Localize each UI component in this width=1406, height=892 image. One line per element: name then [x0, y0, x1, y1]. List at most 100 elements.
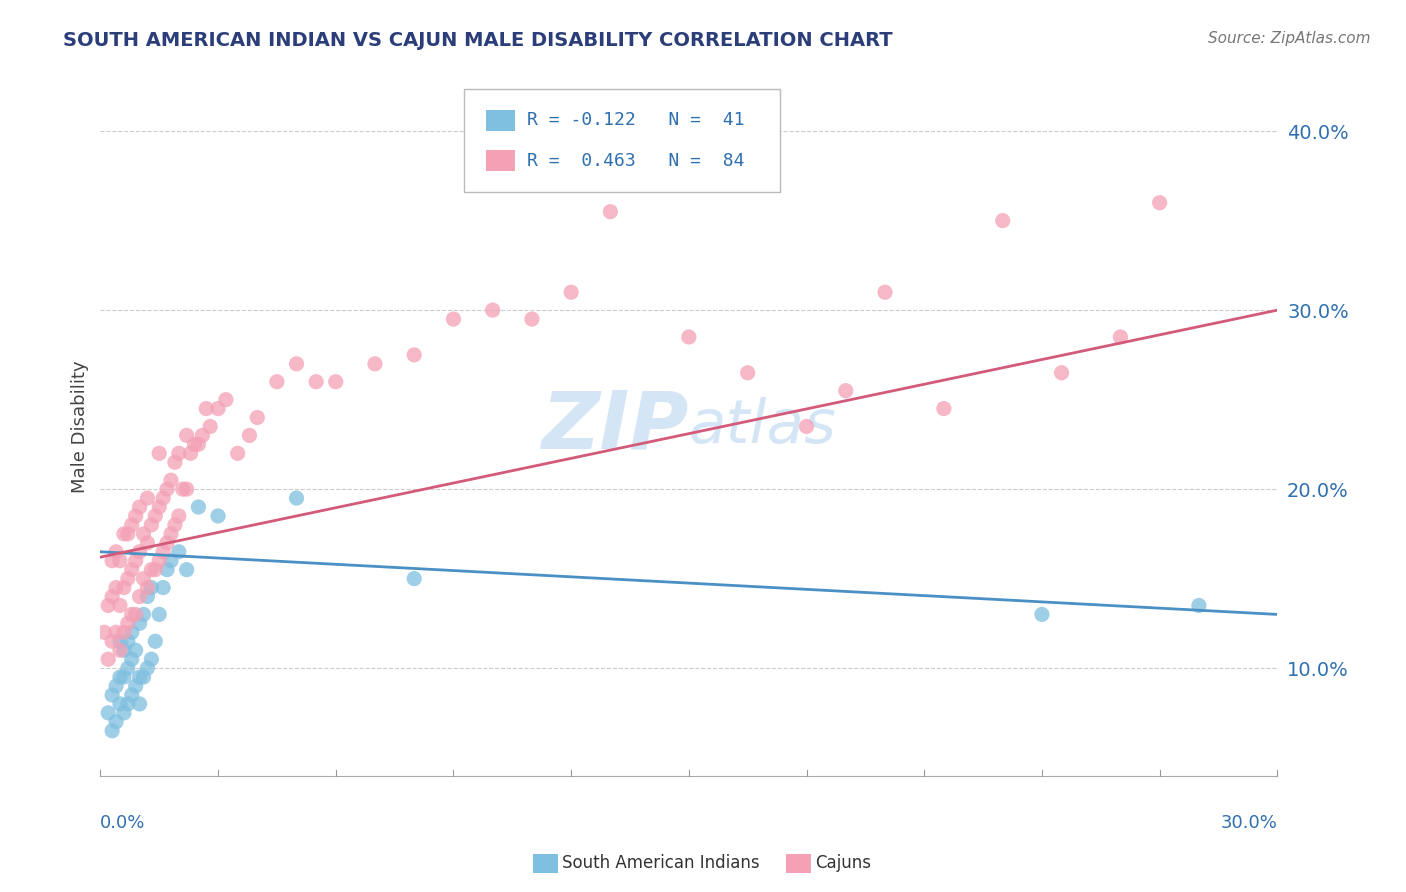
Point — [105, 545, 128, 559]
Point — [148, 446, 170, 460]
Point — [873, 285, 896, 300]
Text: Cajuns: Cajuns — [815, 855, 872, 872]
Point — [108, 634, 131, 648]
Point — [132, 607, 155, 622]
Point — [364, 357, 387, 371]
Point — [117, 616, 139, 631]
Text: 30.0%: 30.0% — [1220, 814, 1277, 832]
Point — [128, 545, 150, 559]
Point — [97, 652, 120, 666]
Point — [156, 482, 179, 496]
Point — [325, 375, 347, 389]
Point — [101, 634, 124, 648]
Point — [1109, 330, 1132, 344]
Point — [117, 527, 139, 541]
Point — [112, 581, 135, 595]
Point — [112, 706, 135, 720]
Text: R = -0.122   N =  41: R = -0.122 N = 41 — [527, 112, 745, 129]
Point — [207, 508, 229, 523]
Point — [183, 437, 205, 451]
Point — [141, 581, 163, 595]
Point — [1050, 366, 1073, 380]
Text: South American Indians: South American Indians — [562, 855, 761, 872]
Point — [121, 625, 143, 640]
Y-axis label: Male Disability: Male Disability — [72, 360, 89, 492]
Point — [97, 706, 120, 720]
Point — [93, 625, 115, 640]
Point — [932, 401, 955, 416]
Point — [167, 508, 190, 523]
Text: SOUTH AMERICAN INDIAN VS CAJUN MALE DISABILITY CORRELATION CHART: SOUTH AMERICAN INDIAN VS CAJUN MALE DISA… — [63, 31, 893, 50]
Point — [112, 643, 135, 657]
Point — [121, 607, 143, 622]
Point — [105, 625, 128, 640]
Point — [143, 508, 166, 523]
Point — [136, 491, 159, 505]
Point — [238, 428, 260, 442]
Point — [176, 563, 198, 577]
Point — [796, 419, 818, 434]
Point — [176, 482, 198, 496]
Point — [136, 536, 159, 550]
Point — [117, 572, 139, 586]
Point — [128, 616, 150, 631]
Point — [108, 670, 131, 684]
Point — [160, 473, 183, 487]
Point — [117, 697, 139, 711]
Text: atlas: atlas — [689, 397, 837, 456]
Point — [132, 572, 155, 586]
Point — [97, 599, 120, 613]
Point — [141, 652, 163, 666]
Point — [163, 455, 186, 469]
Point — [117, 661, 139, 675]
Point — [101, 554, 124, 568]
Point — [152, 491, 174, 505]
Point — [136, 581, 159, 595]
Point — [207, 401, 229, 416]
Point — [121, 563, 143, 577]
Point — [156, 536, 179, 550]
Point — [108, 599, 131, 613]
Point — [187, 437, 209, 451]
Point — [1031, 607, 1053, 622]
Point — [176, 428, 198, 442]
Text: ZIP: ZIP — [541, 387, 689, 466]
Point — [101, 590, 124, 604]
Point — [108, 697, 131, 711]
Point — [112, 670, 135, 684]
Point — [285, 357, 308, 371]
Point — [152, 581, 174, 595]
Point — [141, 517, 163, 532]
Point — [599, 204, 621, 219]
Point — [136, 661, 159, 675]
Point — [101, 723, 124, 738]
Point — [105, 679, 128, 693]
Point — [1188, 599, 1211, 613]
Point — [246, 410, 269, 425]
Point — [404, 348, 426, 362]
Point — [124, 508, 146, 523]
Point — [152, 545, 174, 559]
Point — [132, 527, 155, 541]
Point — [835, 384, 858, 398]
Point — [163, 517, 186, 532]
Point — [143, 634, 166, 648]
Point — [105, 581, 128, 595]
Point — [141, 563, 163, 577]
Point — [101, 688, 124, 702]
Point — [105, 714, 128, 729]
Point — [1149, 195, 1171, 210]
Point — [160, 527, 183, 541]
Point — [124, 643, 146, 657]
Point — [560, 285, 582, 300]
Point — [121, 652, 143, 666]
Point — [124, 554, 146, 568]
Point — [121, 688, 143, 702]
Point — [156, 563, 179, 577]
Point — [112, 527, 135, 541]
Point — [737, 366, 759, 380]
Point — [128, 500, 150, 514]
Point — [404, 572, 426, 586]
Point — [112, 625, 135, 640]
Point — [132, 670, 155, 684]
